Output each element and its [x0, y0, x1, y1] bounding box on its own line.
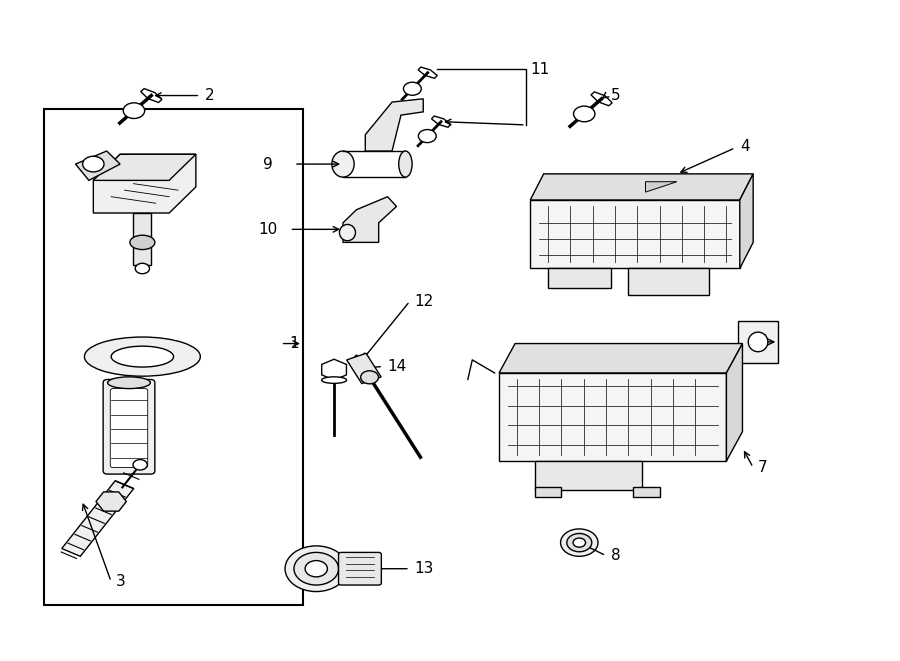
FancyBboxPatch shape [338, 553, 382, 585]
Polygon shape [62, 481, 134, 557]
Polygon shape [140, 89, 162, 102]
Text: 14: 14 [388, 359, 407, 374]
Circle shape [403, 82, 421, 95]
Text: 6: 6 [758, 334, 768, 350]
Text: 13: 13 [414, 561, 434, 576]
Circle shape [83, 156, 104, 172]
Polygon shape [645, 182, 677, 192]
Ellipse shape [339, 225, 356, 241]
Text: 2: 2 [205, 88, 214, 103]
Ellipse shape [130, 235, 155, 250]
Bar [44, 108, 303, 605]
Polygon shape [133, 213, 151, 265]
Ellipse shape [573, 538, 586, 547]
Polygon shape [321, 359, 347, 380]
Polygon shape [726, 344, 742, 461]
Polygon shape [591, 92, 612, 106]
Circle shape [135, 263, 149, 274]
Bar [548, 268, 610, 288]
Ellipse shape [567, 533, 592, 552]
Polygon shape [94, 154, 196, 180]
Ellipse shape [332, 151, 354, 177]
Polygon shape [346, 353, 381, 383]
Polygon shape [96, 492, 126, 511]
Bar [628, 268, 708, 295]
Polygon shape [418, 67, 437, 78]
Ellipse shape [561, 529, 598, 557]
Ellipse shape [321, 377, 347, 383]
Text: 10: 10 [258, 222, 277, 237]
Ellipse shape [285, 546, 347, 592]
Polygon shape [530, 174, 753, 200]
Text: 5: 5 [610, 88, 620, 103]
Polygon shape [499, 344, 742, 373]
Ellipse shape [85, 337, 201, 376]
Circle shape [418, 130, 436, 143]
FancyBboxPatch shape [111, 389, 148, 467]
Ellipse shape [399, 151, 412, 177]
Polygon shape [365, 98, 423, 151]
Ellipse shape [112, 346, 174, 367]
Bar [738, 321, 778, 363]
Ellipse shape [305, 561, 328, 577]
Text: 4: 4 [740, 139, 750, 154]
Bar [499, 373, 726, 461]
Bar [633, 487, 660, 497]
Text: 11: 11 [530, 62, 550, 77]
FancyBboxPatch shape [104, 379, 155, 474]
Bar [535, 461, 642, 490]
Text: 3: 3 [115, 574, 125, 589]
Polygon shape [76, 151, 120, 180]
Circle shape [573, 106, 595, 122]
Text: 1: 1 [290, 336, 299, 351]
Polygon shape [343, 197, 397, 243]
Polygon shape [431, 116, 451, 128]
Circle shape [123, 103, 145, 118]
Ellipse shape [294, 553, 338, 585]
Ellipse shape [748, 332, 768, 352]
Bar [530, 200, 740, 268]
Polygon shape [740, 174, 753, 268]
Text: 12: 12 [414, 293, 434, 309]
Bar [535, 487, 562, 497]
Text: 7: 7 [758, 460, 767, 475]
Circle shape [133, 459, 148, 470]
Ellipse shape [108, 377, 150, 389]
Circle shape [361, 371, 379, 384]
Text: 8: 8 [610, 548, 620, 563]
Polygon shape [94, 154, 196, 213]
Text: 9: 9 [263, 157, 273, 172]
